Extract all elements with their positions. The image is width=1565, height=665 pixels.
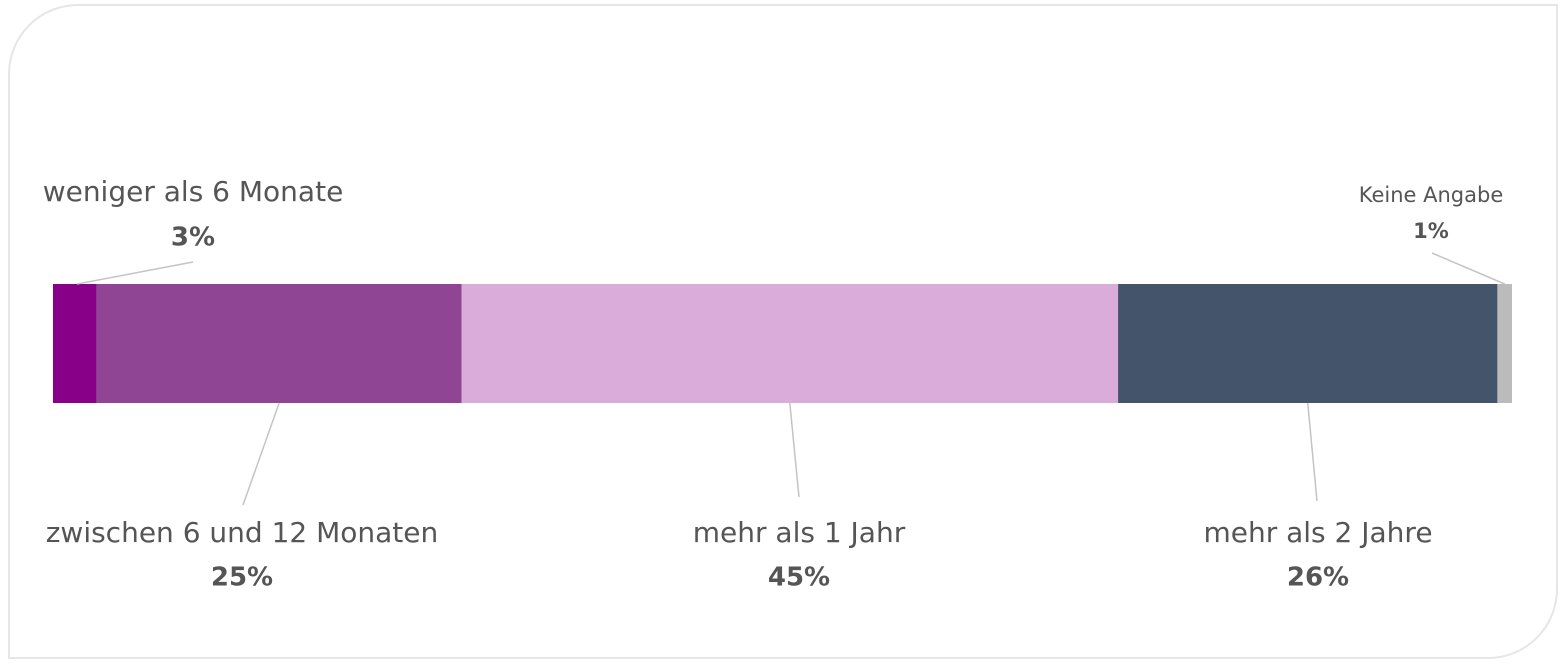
- category-label: Keine Angabe: [1359, 183, 1504, 207]
- leader-line: [242, 402, 280, 506]
- leader-line: [1306, 402, 1318, 502]
- category-label: mehr als 1 Jahr: [693, 516, 906, 549]
- bar-segment: [461, 284, 1119, 403]
- bar-segment: [1118, 284, 1498, 403]
- leader-line: [76, 261, 194, 285]
- value-label: 45%: [768, 563, 830, 593]
- category-label: zwischen 6 und 12 Monaten: [46, 516, 439, 549]
- bar-segment: [1497, 284, 1512, 403]
- leader-line: [1431, 252, 1505, 285]
- bar-segment: [96, 284, 462, 403]
- category-label: mehr als 2 Jahre: [1203, 516, 1432, 549]
- value-label: 25%: [211, 563, 273, 593]
- bar-segment: [53, 284, 97, 403]
- value-label: 26%: [1287, 563, 1349, 593]
- card: [8, 4, 1558, 659]
- value-label: 3%: [171, 223, 215, 253]
- leader-line: [789, 402, 800, 498]
- value-label: 1%: [1413, 219, 1449, 243]
- category-label: weniger als 6 Monate: [43, 175, 344, 208]
